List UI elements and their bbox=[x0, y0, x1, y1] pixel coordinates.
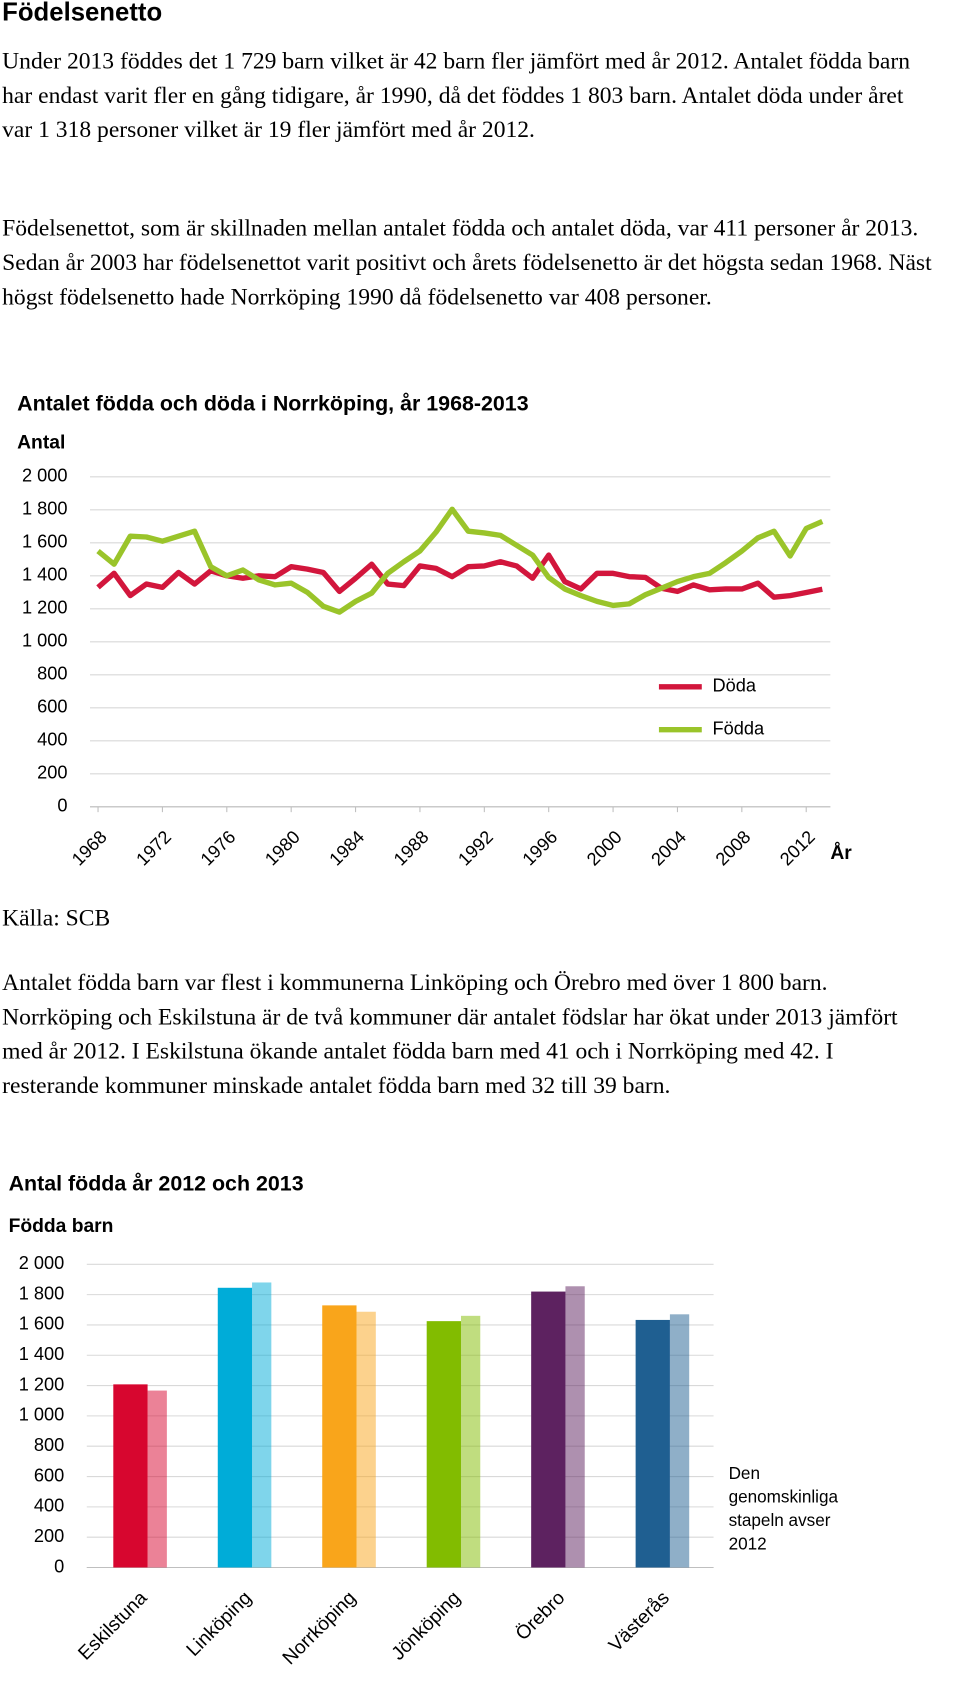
x-tick-label: Linköping bbox=[183, 1588, 256, 1661]
x-tick-label: 1992 bbox=[454, 827, 497, 870]
paragraph: Födelsenettot, som är skillnaden mellan … bbox=[2, 214, 932, 310]
x-tick-label: 1976 bbox=[197, 827, 240, 870]
legend-label: Döda bbox=[713, 676, 757, 696]
x-tick-label: Jönköping bbox=[388, 1588, 465, 1665]
y-tick-label: 400 bbox=[37, 730, 67, 750]
bar bbox=[217, 1287, 253, 1568]
bar bbox=[356, 1311, 376, 1568]
x-axis-label: År bbox=[830, 843, 852, 864]
bar bbox=[635, 1319, 670, 1568]
x-tick-label: Eskilstuna bbox=[75, 1587, 152, 1664]
y-axis-label: Antal bbox=[17, 433, 65, 454]
y-tick-label: 200 bbox=[37, 763, 67, 783]
bar bbox=[531, 1291, 566, 1568]
heading: Födelsenetto bbox=[2, 0, 163, 27]
x-tick-label: 1988 bbox=[390, 827, 433, 870]
legend-label: Födda bbox=[713, 718, 765, 738]
y-tick-label: 2 000 bbox=[19, 1253, 65, 1273]
chart-title: Antalet födda och döda i Norrköping, år … bbox=[17, 392, 529, 416]
line-series bbox=[96, 506, 824, 615]
y-tick-label: 1 200 bbox=[22, 598, 68, 618]
y-tick-label: 1 400 bbox=[19, 1344, 65, 1364]
y-tick-label: 800 bbox=[34, 1435, 64, 1455]
x-tick-label: 2000 bbox=[583, 827, 626, 870]
x-tick-label: Örebro bbox=[512, 1588, 569, 1645]
y-tick-label: 600 bbox=[37, 697, 67, 717]
bar bbox=[460, 1315, 481, 1568]
y-axis-label: Födda barn bbox=[9, 1216, 114, 1237]
paragraph: Antalet födda barn var flest i kommunern… bbox=[2, 968, 898, 1099]
y-tick-label: 1 800 bbox=[22, 499, 68, 519]
y-tick-label: 0 bbox=[57, 796, 67, 816]
y-tick-label: 1 400 bbox=[22, 565, 68, 585]
y-tick-label: 200 bbox=[34, 1526, 64, 1546]
x-tick-label: 1972 bbox=[132, 827, 175, 870]
x-tick-label: Västerås bbox=[605, 1588, 674, 1657]
x-tick-label: 1980 bbox=[261, 827, 304, 870]
y-tick-label: 600 bbox=[34, 1465, 64, 1485]
source: Källa: SCB bbox=[2, 904, 111, 932]
bar bbox=[252, 1282, 272, 1568]
annotation: 2012 bbox=[729, 1534, 767, 1554]
y-tick-label: 800 bbox=[37, 664, 67, 684]
annotation: Den bbox=[729, 1463, 760, 1483]
y-tick-label: 1 600 bbox=[22, 532, 68, 552]
annotation: stapeln avser bbox=[729, 1510, 831, 1530]
bar bbox=[322, 1305, 357, 1568]
y-tick-label: 0 bbox=[54, 1556, 64, 1576]
y-tick-label: 2 000 bbox=[22, 466, 68, 486]
y-tick-label: 1 000 bbox=[19, 1405, 65, 1425]
bar bbox=[669, 1314, 690, 1568]
x-tick-label: 1968 bbox=[68, 827, 111, 870]
bar bbox=[565, 1286, 585, 1568]
y-tick-label: 1 600 bbox=[19, 1314, 65, 1334]
x-tick-label: 1984 bbox=[325, 827, 368, 870]
y-tick-label: 400 bbox=[34, 1496, 64, 1516]
y-tick-label: 1 800 bbox=[19, 1283, 65, 1303]
x-tick-label: 2004 bbox=[647, 827, 690, 870]
annotation: genomskinliga bbox=[729, 1486, 839, 1506]
chart-title: Antal födda år 2012 och 2013 bbox=[9, 1172, 304, 1196]
y-tick-label: 1 200 bbox=[19, 1374, 65, 1394]
bar bbox=[147, 1390, 167, 1568]
bar bbox=[426, 1321, 461, 1568]
x-tick-label: Norrköping bbox=[279, 1588, 360, 1669]
x-tick-label: 2012 bbox=[776, 827, 819, 870]
bar bbox=[113, 1384, 148, 1568]
paragraph: Under 2013 föddes det 1 729 barn vilket … bbox=[2, 47, 911, 143]
x-tick-label: 1996 bbox=[519, 827, 562, 870]
x-tick-label: 2008 bbox=[712, 827, 755, 870]
y-tick-label: 1 000 bbox=[22, 631, 68, 651]
